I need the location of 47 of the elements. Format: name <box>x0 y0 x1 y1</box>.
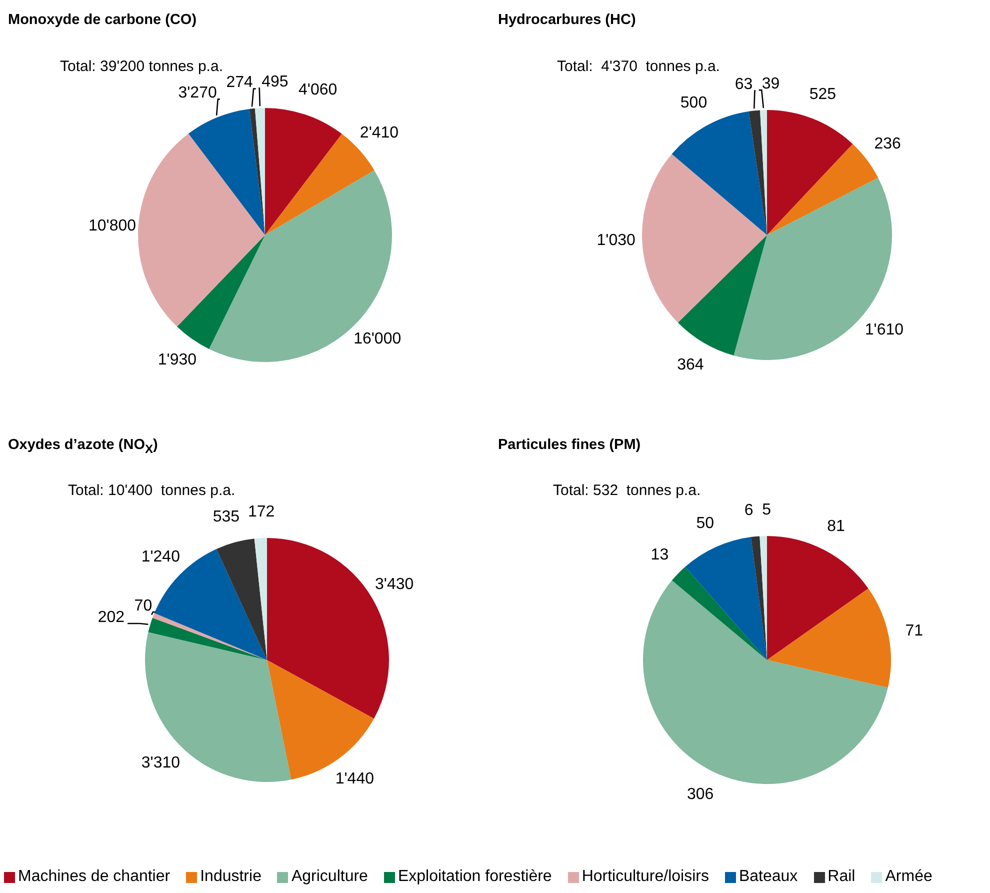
data-label: 364 <box>677 356 704 374</box>
data-label: 1'930 <box>158 352 197 369</box>
data-label: 535 <box>212 508 240 526</box>
legend-label: Rail <box>828 868 856 886</box>
data-label: 525 <box>809 86 836 104</box>
legend-label: Industrie <box>200 868 262 886</box>
data-label: 50 <box>696 514 714 532</box>
legend-label: Armée <box>885 868 932 886</box>
data-label: 2'410 <box>360 124 399 142</box>
data-label: 500 <box>680 94 708 112</box>
legend-label: Machines de chantier <box>18 868 170 886</box>
data-label: 6 <box>744 502 754 520</box>
legend-label: Horticulture/loisirs <box>582 868 709 886</box>
data-label: 71 <box>905 622 924 640</box>
data-label: 236 <box>874 136 902 153</box>
data-label: 3'270 <box>178 84 217 102</box>
data-label: 16'000 <box>354 330 402 348</box>
data-label: 495 <box>262 74 288 91</box>
data-label: 81 <box>827 518 846 536</box>
data-label: 3'430 <box>375 576 414 594</box>
legend-label: Agriculture <box>291 868 368 886</box>
data-label: 202 <box>98 608 125 626</box>
data-label: 39 <box>762 75 780 92</box>
data-label: 13 <box>650 546 669 564</box>
legend-label: Exploitation forestière <box>398 868 552 886</box>
data-label: 1'030 <box>596 232 636 249</box>
data-label: 1'240 <box>141 548 180 566</box>
text: Total: 4'370 tonnes p.a. <box>557 58 720 75</box>
chart-title: Oxydes d’azote (NO$_{X}$) <box>8 437 158 456</box>
text: Total: 532 tonnes p.a. <box>553 482 701 499</box>
data-label: 1'610 <box>864 322 904 339</box>
chart-title: Monoxyde de carbone (CO) <box>8 12 197 28</box>
data-label: 3'310 <box>141 754 180 772</box>
data-label: 306 <box>686 786 714 803</box>
data-label: 4'060 <box>298 81 338 98</box>
data-label: 5 <box>762 501 772 518</box>
data-label: 10'800 <box>88 217 136 234</box>
data-label: 70 <box>134 597 152 614</box>
text: Total: 10'400 tonnes p.a. <box>68 482 236 499</box>
data-label: 172 <box>248 504 275 521</box>
chart-title: Particules fines (PM) <box>498 437 641 453</box>
data-label: 1'440 <box>335 770 374 788</box>
data-label: 274 <box>226 74 253 92</box>
data-label: 63 <box>734 76 753 94</box>
legend-label: Bateaux <box>738 868 798 886</box>
chart-title: Hydrocarbures (HC) <box>498 12 636 28</box>
text: Total: 39'200 tonnes p.a. <box>60 58 223 75</box>
